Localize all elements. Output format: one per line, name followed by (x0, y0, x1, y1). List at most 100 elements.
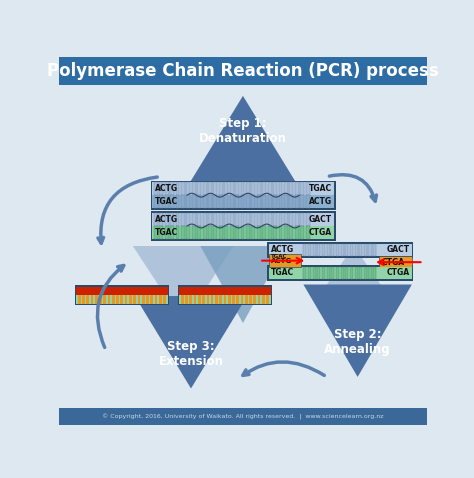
FancyBboxPatch shape (345, 267, 348, 279)
FancyBboxPatch shape (154, 226, 158, 239)
FancyBboxPatch shape (246, 182, 250, 195)
FancyBboxPatch shape (300, 182, 304, 195)
FancyBboxPatch shape (208, 182, 212, 195)
FancyBboxPatch shape (331, 267, 334, 279)
FancyBboxPatch shape (192, 182, 196, 195)
FancyBboxPatch shape (295, 195, 299, 208)
FancyBboxPatch shape (241, 182, 245, 195)
FancyBboxPatch shape (99, 295, 102, 304)
FancyBboxPatch shape (336, 267, 339, 279)
FancyBboxPatch shape (230, 182, 234, 195)
FancyBboxPatch shape (152, 226, 334, 239)
FancyBboxPatch shape (202, 213, 207, 226)
FancyBboxPatch shape (125, 295, 128, 304)
FancyBboxPatch shape (262, 226, 266, 239)
FancyBboxPatch shape (207, 295, 209, 304)
Text: Polymerase Chain Reaction (PCR) process: Polymerase Chain Reaction (PCR) process (47, 62, 439, 80)
FancyBboxPatch shape (345, 244, 348, 256)
FancyBboxPatch shape (241, 195, 245, 208)
FancyBboxPatch shape (279, 213, 283, 226)
FancyBboxPatch shape (181, 295, 183, 304)
FancyBboxPatch shape (245, 295, 247, 304)
Text: TGAC: TGAC (155, 228, 178, 237)
FancyBboxPatch shape (76, 295, 168, 304)
FancyBboxPatch shape (273, 226, 277, 239)
Polygon shape (135, 296, 247, 389)
FancyBboxPatch shape (154, 195, 158, 208)
FancyBboxPatch shape (175, 213, 179, 226)
FancyBboxPatch shape (364, 244, 367, 256)
FancyBboxPatch shape (266, 295, 269, 304)
FancyBboxPatch shape (159, 195, 163, 208)
FancyBboxPatch shape (202, 182, 207, 195)
FancyBboxPatch shape (268, 267, 412, 279)
FancyBboxPatch shape (75, 285, 169, 305)
FancyBboxPatch shape (295, 226, 299, 239)
FancyBboxPatch shape (268, 226, 272, 239)
FancyBboxPatch shape (341, 244, 344, 256)
FancyBboxPatch shape (179, 295, 271, 304)
FancyBboxPatch shape (181, 182, 185, 195)
FancyBboxPatch shape (235, 195, 239, 208)
FancyBboxPatch shape (190, 295, 192, 304)
Text: TGAC: TGAC (271, 269, 294, 277)
FancyBboxPatch shape (152, 182, 334, 195)
FancyBboxPatch shape (219, 295, 222, 304)
FancyBboxPatch shape (350, 267, 353, 279)
FancyBboxPatch shape (186, 226, 190, 239)
Text: ACTG: ACTG (309, 197, 332, 206)
FancyBboxPatch shape (359, 267, 362, 279)
FancyBboxPatch shape (186, 195, 190, 208)
FancyBboxPatch shape (273, 182, 277, 195)
FancyBboxPatch shape (341, 267, 344, 279)
FancyBboxPatch shape (241, 226, 245, 239)
FancyBboxPatch shape (262, 295, 264, 304)
FancyBboxPatch shape (133, 295, 136, 304)
FancyBboxPatch shape (82, 295, 85, 304)
FancyBboxPatch shape (232, 295, 235, 304)
Text: TGAC: TGAC (271, 254, 287, 259)
FancyBboxPatch shape (142, 295, 145, 304)
FancyBboxPatch shape (317, 267, 320, 279)
FancyBboxPatch shape (175, 195, 179, 208)
FancyBboxPatch shape (76, 287, 168, 295)
FancyBboxPatch shape (257, 226, 261, 239)
FancyBboxPatch shape (159, 226, 163, 239)
FancyBboxPatch shape (95, 295, 98, 304)
FancyBboxPatch shape (129, 295, 132, 304)
FancyBboxPatch shape (268, 182, 272, 195)
FancyBboxPatch shape (185, 295, 188, 304)
FancyBboxPatch shape (154, 182, 158, 195)
FancyBboxPatch shape (170, 182, 174, 195)
FancyBboxPatch shape (224, 295, 226, 304)
FancyBboxPatch shape (78, 295, 81, 304)
FancyBboxPatch shape (202, 295, 205, 304)
FancyBboxPatch shape (284, 195, 288, 208)
FancyBboxPatch shape (355, 267, 357, 279)
FancyBboxPatch shape (373, 244, 376, 256)
FancyBboxPatch shape (213, 213, 218, 226)
FancyBboxPatch shape (273, 195, 277, 208)
FancyBboxPatch shape (257, 213, 261, 226)
FancyBboxPatch shape (317, 244, 320, 256)
FancyBboxPatch shape (379, 256, 412, 268)
FancyBboxPatch shape (306, 213, 310, 226)
FancyBboxPatch shape (257, 195, 261, 208)
FancyBboxPatch shape (192, 195, 196, 208)
FancyBboxPatch shape (186, 182, 190, 195)
FancyBboxPatch shape (215, 295, 218, 304)
FancyBboxPatch shape (224, 226, 228, 239)
FancyBboxPatch shape (179, 287, 271, 295)
FancyBboxPatch shape (246, 226, 250, 239)
Text: Step 1:
Denaturation: Step 1: Denaturation (199, 117, 287, 144)
Polygon shape (201, 246, 285, 323)
FancyBboxPatch shape (327, 267, 330, 279)
FancyBboxPatch shape (192, 213, 196, 226)
FancyBboxPatch shape (368, 244, 372, 256)
FancyBboxPatch shape (208, 226, 212, 239)
FancyBboxPatch shape (208, 213, 212, 226)
FancyBboxPatch shape (197, 182, 201, 195)
FancyBboxPatch shape (219, 195, 223, 208)
FancyBboxPatch shape (112, 295, 115, 304)
FancyBboxPatch shape (262, 213, 266, 226)
